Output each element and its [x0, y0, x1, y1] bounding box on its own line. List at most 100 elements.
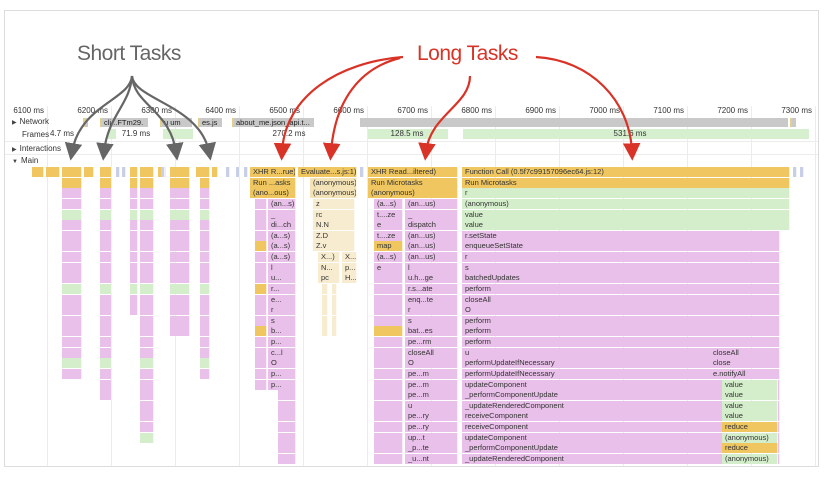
short-task-block[interactable] — [170, 252, 190, 263]
short-task-block[interactable] — [100, 230, 112, 241]
short-task-block[interactable] — [140, 411, 154, 422]
long-task-4-call[interactable]: _performComponentUpdate — [462, 390, 780, 401]
short-task-block[interactable] — [140, 209, 154, 220]
flame-block[interactable] — [255, 198, 267, 209]
long-task-1-call[interactable]: (an...s) — [268, 198, 296, 209]
short-task-block[interactable] — [130, 230, 138, 241]
short-task-block[interactable] — [200, 347, 210, 358]
long-task-1-call[interactable]: c...l — [268, 347, 296, 358]
short-task-block[interactable] — [62, 241, 82, 252]
flame-block[interactable] — [278, 390, 296, 401]
short-task-block[interactable] — [62, 198, 82, 209]
flame-block[interactable] — [278, 432, 296, 443]
long-task-2-call[interactable]: Z.D — [313, 230, 355, 241]
long-task-3-call[interactable]: r — [405, 305, 458, 316]
flame-block[interactable] — [255, 315, 267, 326]
short-task-block[interactable] — [200, 294, 210, 305]
short-task-sliver[interactable] — [226, 167, 230, 177]
long-task-4-call[interactable]: _updateRenderedComponent — [462, 454, 780, 464]
short-task-block[interactable] — [100, 283, 112, 294]
flame-block[interactable] — [374, 368, 403, 379]
short-task-block[interactable] — [100, 358, 112, 369]
long-task-4-inner[interactable]: value — [722, 411, 778, 422]
short-task-block[interactable] — [130, 305, 138, 316]
flame-block[interactable] — [332, 305, 337, 316]
flame-block[interactable] — [255, 305, 267, 316]
flame-block[interactable] — [332, 294, 337, 305]
short-task-block[interactable] — [140, 198, 154, 209]
network-request[interactable] — [360, 118, 788, 127]
short-task-block[interactable] — [170, 198, 190, 209]
short-task-block[interactable] — [140, 220, 154, 231]
short-task-block[interactable] — [130, 188, 138, 199]
short-task-block[interactable] — [46, 167, 60, 177]
short-task-block[interactable] — [130, 177, 138, 188]
long-task-4-call[interactable]: perform — [462, 283, 780, 294]
short-task-block[interactable] — [200, 283, 210, 294]
flame-block[interactable] — [374, 432, 403, 443]
short-task-block[interactable] — [140, 432, 154, 443]
flame-block[interactable] — [278, 443, 296, 454]
flame-block[interactable] — [374, 422, 403, 433]
long-task-4-call[interactable]: receiveComponent — [462, 411, 780, 422]
long-task-4-call[interactable]: perform — [462, 326, 780, 337]
network-request[interactable]: cli...FTm29. — [100, 118, 148, 127]
flame-block[interactable] — [255, 379, 267, 390]
long-task-4-frame[interactable]: Run Microtasks — [462, 177, 790, 188]
short-task-block[interactable] — [62, 209, 82, 220]
frame-bar[interactable] — [463, 129, 809, 139]
short-task-block[interactable] — [84, 167, 94, 177]
short-task-block[interactable] — [100, 326, 112, 337]
long-task-4-call[interactable]: updateComponent — [462, 379, 780, 390]
flame-block[interactable] — [374, 454, 403, 464]
flame-block[interactable] — [255, 358, 267, 369]
long-task-1-call[interactable]: di...ch — [268, 220, 296, 231]
short-task-block[interactable] — [100, 337, 112, 348]
flame-block[interactable] — [374, 358, 403, 369]
short-task-block[interactable] — [130, 283, 138, 294]
flame-block[interactable] — [255, 220, 267, 231]
short-task-block[interactable] — [32, 167, 44, 177]
long-task-2-call[interactable]: z — [313, 198, 355, 209]
short-task-sliver[interactable] — [122, 167, 126, 177]
long-task-3-call[interactable]: pe...m — [405, 368, 458, 379]
flame-block[interactable] — [374, 411, 403, 422]
long-task-3-call[interactable]: _p...te — [405, 443, 458, 454]
short-task-block[interactable] — [62, 337, 82, 348]
long-task-4-call[interactable]: closeAll — [462, 294, 780, 305]
long-task-4-call[interactable]: receiveComponent — [462, 422, 780, 433]
short-task-block[interactable] — [200, 241, 210, 252]
short-task-block[interactable] — [140, 368, 154, 379]
long-task-4-call[interactable]: _performComponentUpdate — [462, 443, 780, 454]
short-task-block[interactable] — [140, 294, 154, 305]
frame-bar[interactable] — [108, 129, 116, 139]
short-task-sliver[interactable] — [116, 167, 120, 177]
short-task-block[interactable] — [130, 220, 138, 231]
long-task-4-inner[interactable]: value — [722, 400, 778, 411]
long-task-2-call[interactable]: X...) — [318, 252, 340, 263]
long-task-4-call[interactable]: (anonymous) — [462, 198, 790, 209]
short-task-sliver[interactable] — [244, 167, 248, 177]
long-task-1-call[interactable]: (a...s) — [268, 241, 296, 252]
short-task-block[interactable] — [130, 241, 138, 252]
flame-block[interactable] — [255, 230, 267, 241]
long-task-4-inner[interactable]: (anonymous) — [722, 454, 778, 464]
flame-block[interactable] — [322, 305, 328, 316]
long-task-3-call[interactable]: e — [374, 220, 403, 231]
short-task-block[interactable] — [100, 167, 112, 177]
short-task-block[interactable] — [200, 368, 210, 379]
short-task-block[interactable] — [200, 262, 210, 273]
long-task-3-call[interactable]: dispatch — [405, 220, 458, 231]
short-task-block[interactable] — [62, 262, 82, 273]
short-task-block[interactable] — [170, 209, 190, 220]
long-task-4-nested[interactable]: close — [710, 358, 780, 369]
long-task-2-call[interactable]: pc — [318, 273, 340, 284]
flame-block[interactable] — [374, 273, 403, 284]
long-task-4-nested[interactable]: closeAll — [710, 347, 780, 358]
long-task-3-call[interactable]: pe...ry — [405, 422, 458, 433]
short-task-block[interactable] — [62, 358, 82, 369]
flame-block[interactable] — [374, 294, 403, 305]
flame-block[interactable] — [374, 315, 403, 326]
long-task-1-call[interactable]: (a...s) — [268, 252, 296, 263]
long-task-2-call[interactable]: rc — [313, 209, 355, 220]
